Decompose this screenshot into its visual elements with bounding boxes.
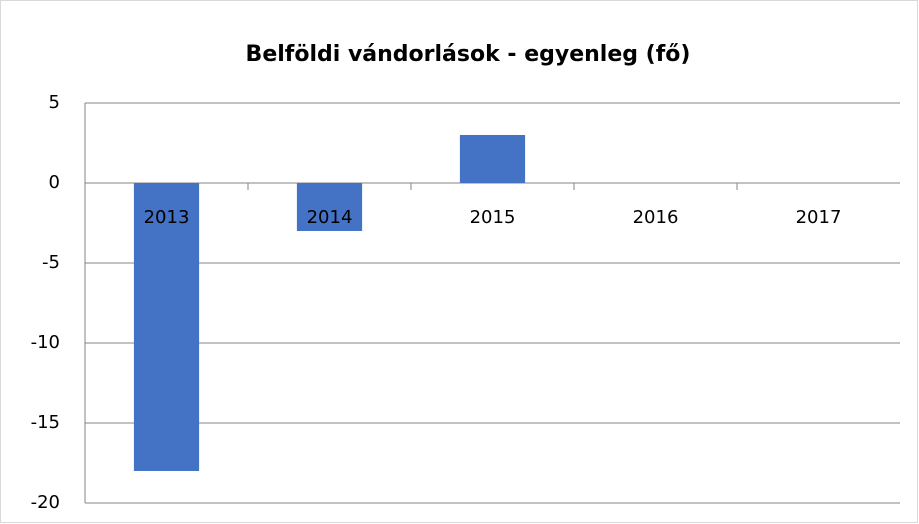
x-tick-label: 2016 xyxy=(633,207,679,228)
chart-title: Belföldi vándorlások - egyenleg (fő) xyxy=(246,42,691,67)
x-tick-label: 2015 xyxy=(470,207,516,228)
x-tick-label: 2014 xyxy=(307,207,353,228)
y-tick-label: 0 xyxy=(49,172,60,193)
y-tick-label: -20 xyxy=(31,492,60,513)
x-tick-label: 2013 xyxy=(144,207,190,228)
bar xyxy=(459,135,526,183)
bar xyxy=(133,183,200,471)
y-tick-label: -10 xyxy=(31,332,60,353)
y-tick-label: 5 xyxy=(49,92,60,113)
x-tick-label: 2017 xyxy=(796,207,842,228)
y-tick-label: -15 xyxy=(31,412,60,433)
bar xyxy=(296,183,363,231)
y-tick-label: -5 xyxy=(42,252,60,273)
